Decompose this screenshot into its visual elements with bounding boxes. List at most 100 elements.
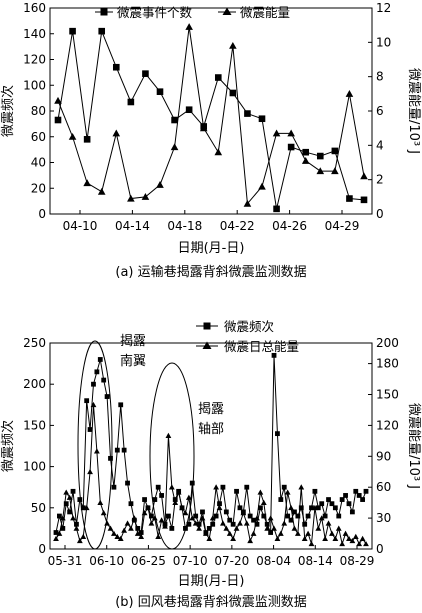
data-point-triangle	[349, 537, 356, 544]
data-point-triangle	[175, 489, 182, 495]
data-point-square	[273, 205, 280, 213]
data-point-triangle	[124, 520, 131, 526]
data-point-square	[360, 497, 365, 502]
y-right-tick-label: 180	[376, 357, 399, 371]
data-point-square	[63, 501, 69, 507]
series-line-2	[57, 26, 365, 205]
data-point-triangle	[111, 530, 117, 536]
y-right-tick-label: 8	[376, 70, 384, 84]
data-point-triangle	[168, 484, 175, 490]
data-point-square	[332, 505, 338, 511]
data-point-triangle	[243, 520, 250, 526]
data-point-square	[53, 530, 59, 535]
data-point-square	[67, 509, 73, 515]
chart-a: 0 20 40 60 80 100 120 140 160 0 2 4 6 8 10 12 04-10 04-14…	[0, 1, 421, 280]
chart-b-frame	[49, 342, 373, 550]
data-point-square	[111, 484, 117, 490]
data-point-square	[356, 493, 362, 498]
data-point-square	[142, 497, 147, 502]
data-point-square	[57, 513, 62, 519]
data-point-square	[326, 497, 331, 502]
data-point-square	[309, 505, 314, 511]
data-point-triangle	[148, 520, 155, 526]
data-point-square	[346, 501, 352, 507]
data-point-triangle	[305, 530, 311, 536]
data-point-square	[196, 521, 202, 527]
legend-triangle-marker	[222, 7, 232, 15]
data-point-square	[185, 106, 193, 114]
chart-a-ylabel-right: 微震能量/10³ J	[406, 68, 421, 154]
annotation-axis-line1: 揭露	[198, 402, 224, 417]
data-point-square	[125, 480, 130, 486]
data-point-square	[98, 27, 106, 35]
chart-a-ylabel-left: 微震频次	[0, 85, 16, 137]
data-point-square	[264, 521, 270, 527]
data-point-square	[84, 398, 90, 404]
annotation-ellipse-axis	[149, 362, 195, 550]
y-right-tick-label: 150	[376, 388, 399, 402]
y-left-tick-label: 160	[23, 1, 46, 15]
data-point-triangle	[53, 535, 59, 542]
data-point-square	[319, 501, 325, 507]
y-right-tick-label: 120	[376, 418, 399, 432]
data-point-square	[343, 493, 348, 498]
data-point-square	[244, 110, 251, 117]
data-point-triangle	[223, 525, 230, 531]
data-point-square	[223, 509, 229, 515]
x-tick-label: 08-14	[298, 554, 333, 568]
data-point-square	[156, 88, 164, 95]
data-point-square	[148, 513, 154, 519]
data-point-square	[80, 505, 86, 511]
data-point-square	[127, 98, 135, 106]
data-point-triangle	[192, 520, 199, 526]
data-point-triangle	[202, 530, 209, 536]
data-point-square	[60, 526, 66, 531]
legend-b-series-2: 微震日总能量	[224, 339, 299, 354]
annotation-axis-line2: 轴部	[198, 422, 224, 437]
data-point-triangle	[339, 540, 346, 547]
data-point-triangle	[359, 535, 366, 542]
data-point-square	[171, 116, 178, 124]
y-left-tick-label: 100	[23, 78, 46, 92]
legend-a-series-1: 微震事件个数	[117, 5, 193, 20]
data-point-triangle	[216, 504, 223, 511]
y-right-tick-label: 4	[376, 138, 384, 152]
data-point-triangle	[68, 132, 77, 140]
data-point-square	[230, 521, 236, 527]
data-point-triangle	[145, 504, 151, 511]
data-point-triangle	[288, 504, 294, 511]
data-point-triangle	[264, 525, 271, 531]
chart-a-caption: (a) 运输巷揭露背斜微震监测数据	[115, 264, 306, 280]
data-point-triangle	[155, 533, 162, 539]
x-tick-label: 07-10	[173, 554, 208, 568]
chart-b-caption: (b) 回风巷揭露背斜微震监测数据	[115, 595, 307, 610]
y-left-tick-label: 60	[31, 130, 46, 144]
data-point-square	[302, 148, 310, 156]
data-point-triangle	[76, 537, 83, 544]
x-tick-label: 04-14	[115, 219, 150, 233]
data-point-triangle	[87, 468, 93, 475]
data-point-square	[302, 521, 308, 527]
data-point-triangle	[112, 129, 121, 137]
data-point-triangle	[66, 494, 73, 500]
data-point-triangle	[237, 520, 243, 526]
data-point-square	[315, 505, 321, 511]
legend-triangle-marker	[202, 341, 212, 349]
data-point-triangle	[271, 525, 277, 531]
data-point-triangle	[213, 484, 220, 490]
data-point-triangle	[298, 484, 305, 490]
data-point-triangle	[63, 489, 70, 495]
data-point-triangle	[59, 515, 66, 521]
data-point-triangle	[90, 401, 97, 408]
chart-a-frame	[49, 7, 373, 215]
data-point-square	[186, 521, 192, 527]
y-right-tick-label: 90	[376, 449, 391, 463]
data-point-square	[234, 488, 239, 494]
chart-a-legend: 微震事件个数 微震能量	[95, 5, 290, 20]
data-point-triangle	[158, 517, 165, 523]
chart-b: 0 50 100 150 200 250 0 30 60 90 120 150 180 200 05-31 0…	[0, 319, 421, 610]
y-left-tick-label: 80	[31, 104, 46, 118]
series-line-1	[57, 29, 365, 209]
data-point-square	[193, 513, 199, 519]
